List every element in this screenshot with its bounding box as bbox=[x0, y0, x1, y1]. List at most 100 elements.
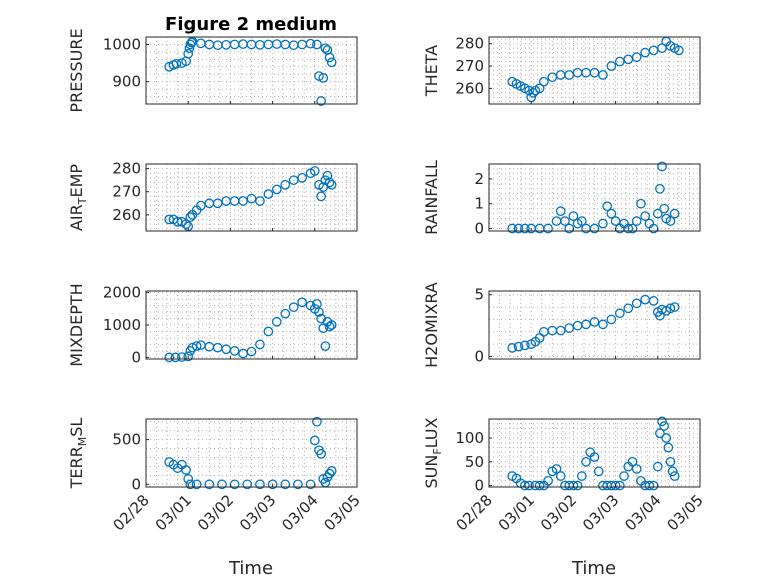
data-point bbox=[598, 319, 608, 330]
data-point bbox=[212, 342, 223, 353]
chart-panel-8: 0 50 100 SUNFLUX 02/2803/0103/0203/0303/0403… bbox=[422, 416, 707, 534]
axes-box bbox=[488, 418, 701, 488]
data-point bbox=[576, 471, 587, 481]
axes-box bbox=[488, 290, 701, 360]
data-point bbox=[576, 216, 587, 226]
y-axis-label: RAINFALL bbox=[422, 160, 441, 235]
data-point bbox=[606, 208, 617, 219]
data-point bbox=[263, 39, 274, 50]
data-point bbox=[631, 216, 642, 226]
data-point bbox=[648, 45, 659, 56]
data-point bbox=[217, 479, 227, 490]
data-point bbox=[598, 218, 608, 229]
data-point bbox=[185, 479, 196, 490]
data-point bbox=[263, 189, 274, 199]
data-point bbox=[555, 325, 566, 336]
data-point bbox=[568, 211, 579, 221]
data-point bbox=[513, 223, 524, 234]
data-point bbox=[221, 344, 232, 355]
data-point bbox=[229, 346, 240, 356]
data-point bbox=[534, 480, 545, 491]
data-point bbox=[581, 67, 591, 78]
data-point bbox=[324, 468, 335, 479]
x-tick-label: 02/28 bbox=[453, 491, 496, 534]
data-point bbox=[246, 193, 257, 204]
data-point bbox=[316, 96, 326, 106]
data-point bbox=[665, 216, 676, 226]
data-point bbox=[191, 479, 202, 490]
data-point bbox=[297, 297, 307, 308]
y-tick-label: 270 bbox=[112, 183, 141, 201]
y-axis-label: THETA bbox=[422, 45, 441, 97]
data-point bbox=[267, 479, 278, 490]
data-point bbox=[655, 428, 665, 439]
data-point bbox=[238, 348, 248, 359]
data-point bbox=[657, 161, 667, 172]
data-point bbox=[326, 179, 337, 190]
y-tick-label: 0 bbox=[131, 348, 141, 366]
y-axis-label: H2OMIXRA bbox=[422, 282, 441, 368]
y-tick-label: 1000 bbox=[103, 35, 141, 53]
chart-panel-3: 260 270 280 AIRTEMP bbox=[67, 160, 358, 232]
data-point bbox=[598, 70, 608, 80]
data-point bbox=[312, 39, 322, 50]
data-point bbox=[263, 326, 274, 337]
data-point bbox=[610, 216, 621, 226]
chart-panel-6: 0 5 H2OMIXRA bbox=[422, 282, 701, 368]
data-point bbox=[652, 208, 663, 219]
data-point bbox=[320, 341, 331, 351]
data-point bbox=[212, 40, 223, 51]
data-point bbox=[606, 314, 617, 325]
data-point bbox=[280, 308, 291, 319]
data-point bbox=[669, 302, 680, 312]
data-point bbox=[551, 464, 562, 474]
y-tick-label: 0 bbox=[474, 220, 484, 238]
data-point bbox=[191, 341, 202, 351]
y-axis-label: SUNFLUX bbox=[422, 417, 444, 488]
data-point bbox=[627, 456, 638, 467]
x-tick-label: 03/01 bbox=[495, 491, 538, 534]
data-point bbox=[655, 310, 665, 321]
chart-panel-7: 0 500 TERRMSL 02/2803/0103/0203/0303/0403/0… bbox=[67, 416, 364, 534]
data-point bbox=[589, 452, 600, 462]
data-point bbox=[271, 184, 282, 195]
data-point bbox=[614, 56, 625, 67]
y-axis-label: TERRMSL bbox=[67, 418, 89, 490]
data-point bbox=[196, 38, 206, 49]
y-axis-label: MIXDEPTH bbox=[67, 283, 86, 366]
data-point bbox=[551, 216, 562, 226]
data-point bbox=[322, 170, 333, 181]
x-tick-label: 03/01 bbox=[152, 491, 195, 534]
data-point bbox=[187, 342, 198, 353]
data-point bbox=[520, 340, 530, 351]
data-point bbox=[555, 471, 566, 481]
data-point bbox=[627, 223, 638, 234]
x-tick-label: 03/05 bbox=[321, 491, 364, 534]
data-point bbox=[589, 317, 600, 327]
data-point bbox=[297, 173, 307, 183]
data-point bbox=[623, 54, 634, 65]
data-point bbox=[309, 435, 320, 446]
data-point bbox=[543, 475, 553, 486]
data-point bbox=[320, 43, 331, 54]
data-point bbox=[665, 456, 676, 467]
chart-panel-4: 0 1 2 RAINFALL bbox=[422, 160, 701, 238]
data-point bbox=[610, 480, 621, 491]
data-point bbox=[171, 58, 182, 69]
y-tick-label: 280 bbox=[112, 160, 141, 178]
data-point bbox=[606, 61, 617, 71]
data-point bbox=[185, 39, 196, 50]
x-axis-label-right: Time bbox=[571, 558, 616, 579]
axes-box bbox=[145, 418, 358, 488]
data-point bbox=[271, 39, 282, 49]
y-tick-label: 260 bbox=[455, 79, 484, 97]
data-point bbox=[242, 479, 253, 490]
data-point bbox=[572, 67, 583, 78]
y-tick-label: 500 bbox=[112, 431, 141, 449]
data-point bbox=[640, 294, 650, 305]
axes-box bbox=[488, 36, 701, 105]
x-tick-label: 03/02 bbox=[194, 491, 237, 534]
data-point bbox=[520, 223, 530, 234]
y-tick-label: 0 bbox=[474, 348, 484, 366]
